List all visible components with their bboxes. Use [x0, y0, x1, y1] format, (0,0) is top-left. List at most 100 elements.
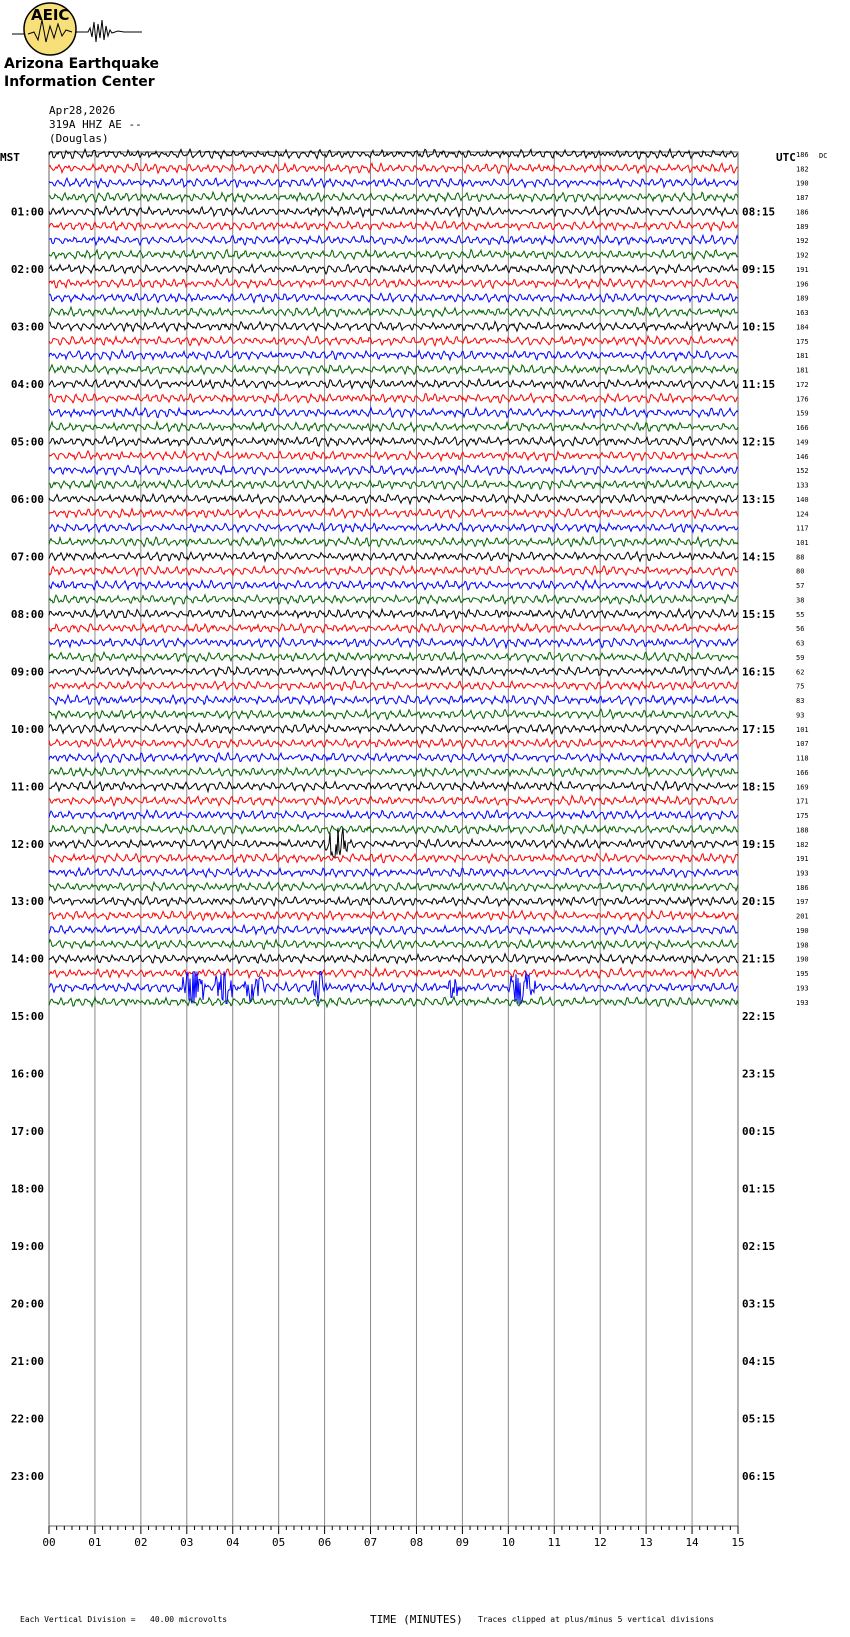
axis-titles: MST UTC DC: [0, 151, 827, 164]
dc-offset-label: 186: [796, 151, 809, 159]
dc-axis-title: DC: [819, 152, 827, 160]
dc-offset-label: 152: [796, 467, 809, 475]
dc-offset-label: 190: [796, 956, 809, 964]
utc-hour-label: 09:15: [742, 263, 775, 276]
footer-scale-note: Each Vertical Division = 40.00 microvolt…: [20, 1615, 227, 1624]
seismic-trace-line: [48, 737, 739, 750]
dc-offset-label: 101: [796, 539, 809, 547]
seismic-trace-line: [48, 348, 739, 363]
seismic-trace-line: [48, 636, 739, 650]
utc-hour-label: 03:15: [742, 1298, 775, 1311]
dc-offset-label: 88: [796, 553, 804, 561]
seismic-trace-line: [49, 852, 739, 865]
seismic-trace-line: [48, 506, 739, 520]
seismic-trace-line: [48, 449, 739, 463]
dc-offset-label: 198: [796, 941, 809, 949]
station-location: (Douglas): [49, 132, 109, 145]
seismic-trace-line: [48, 766, 739, 779]
time-axis-tick-label: 02: [134, 1536, 147, 1549]
utc-hour-label: 04:15: [742, 1355, 775, 1368]
logo-title-line2: Information Center: [4, 74, 155, 90]
seismic-trace-line: [48, 827, 739, 858]
mst-hour-label: 10:00: [11, 723, 44, 736]
dc-offset-label: 140: [796, 496, 809, 504]
dc-offset-label: 146: [796, 453, 809, 461]
seismic-trace-line: [48, 248, 739, 262]
mst-hour-label: 09:00: [11, 665, 44, 678]
seismic-trace-line: [48, 908, 739, 923]
dc-offset-label: 192: [796, 237, 809, 245]
seismic-trace-line: [48, 880, 739, 893]
mst-hour-label: 03:00: [11, 320, 44, 333]
seismic-trace-line: [48, 377, 739, 390]
seismic-trace-line: [48, 435, 739, 448]
seismic-trace-line: [48, 966, 739, 980]
mst-hour-label: 17:00: [11, 1125, 44, 1138]
dc-offset-label: 191: [796, 855, 809, 863]
dc-offset-label: 181: [796, 367, 809, 375]
dc-offset-label: 175: [796, 338, 809, 346]
seismic-trace-line: [48, 952, 739, 965]
mst-hour-label: 05:00: [11, 435, 44, 448]
seismic-trace-line: [48, 622, 739, 634]
utc-hour-label: 22:15: [742, 1010, 775, 1023]
mst-hour-label: 06:00: [11, 493, 44, 506]
seismic-trace-line: [49, 779, 739, 794]
seismic-trace-line: [48, 392, 739, 405]
time-axis-tick-label: 12: [594, 1536, 607, 1549]
time-axis-tick-label: 10: [502, 1536, 515, 1549]
time-axis-tick-label: 08: [410, 1536, 423, 1549]
seismic-trace-line: [48, 277, 739, 291]
seismic-trace-line: [48, 363, 739, 377]
time-axis-tick-label: 06: [318, 1536, 331, 1549]
seismic-trace-line: [48, 895, 739, 908]
dc-offset-label: 189: [796, 223, 809, 231]
time-axis-tick-label: 03: [180, 1536, 193, 1549]
dc-offset-label: 133: [796, 482, 809, 490]
seismic-trace-line: [48, 492, 739, 506]
utc-hour-label: 06:15: [742, 1470, 775, 1483]
seismic-trace-line: [48, 478, 739, 491]
seismic-trace-line: [48, 995, 739, 1009]
seismic-trace-line: [48, 161, 739, 175]
time-axis-tick-label: 04: [226, 1536, 240, 1549]
seismic-trace-line: [48, 190, 739, 204]
seismic-trace-line: [48, 334, 739, 348]
dc-offset-label: 93: [796, 711, 804, 719]
dc-offset-label: 197: [796, 898, 809, 906]
mst-hour-label: 19:00: [11, 1240, 44, 1253]
aeic-logo: AEIC Arizona Earthquake Information Cent…: [2, 2, 159, 96]
seismic-trace-line: [48, 794, 739, 808]
mst-hour-label: 20:00: [11, 1298, 44, 1311]
seismic-trace-line: [48, 971, 739, 1006]
dc-offset-label: 190: [796, 927, 809, 935]
dc-offset-label: 175: [796, 812, 809, 820]
time-axis-tick-label: 13: [640, 1536, 653, 1549]
dc-offset-label: 193: [796, 984, 809, 992]
dc-offset-label: 169: [796, 783, 809, 791]
utc-hour-label: 21:15: [742, 953, 775, 966]
seismic-trace-line: [48, 535, 739, 549]
plot-date: Apr28,2026: [49, 104, 116, 117]
seismic-trace-line: [48, 420, 739, 434]
utc-hour-label: 10:15: [742, 320, 775, 333]
dc-offset-label: 186: [796, 208, 809, 216]
mst-hour-label: 23:00: [11, 1470, 44, 1483]
mst-hour-label: 07:00: [11, 550, 44, 563]
utc-hour-label: 19:15: [742, 838, 775, 851]
seismic-trace-line: [48, 679, 739, 692]
dc-offset-label: 83: [796, 697, 804, 705]
dc-offset-label: 186: [796, 884, 809, 892]
dc-offset-label: 181: [796, 352, 809, 360]
seismic-traces: [48, 147, 739, 1009]
dc-offset-label: 117: [796, 525, 809, 533]
seismic-trace-line: [48, 205, 739, 219]
dc-offset-label: 62: [796, 668, 804, 676]
seismic-trace-line: [48, 693, 739, 707]
time-axis-tick-label: 09: [456, 1536, 469, 1549]
mst-hour-label: 12:00: [11, 838, 44, 851]
mst-hour-label: 13:00: [11, 895, 44, 908]
utc-hour-labels: 08:15 09:15 10:15 11:15 12:15 13:15 14:15 15:15…: [742, 205, 775, 1483]
seismic-trace-line: [48, 577, 739, 592]
seismic-trace-line: [48, 751, 739, 764]
